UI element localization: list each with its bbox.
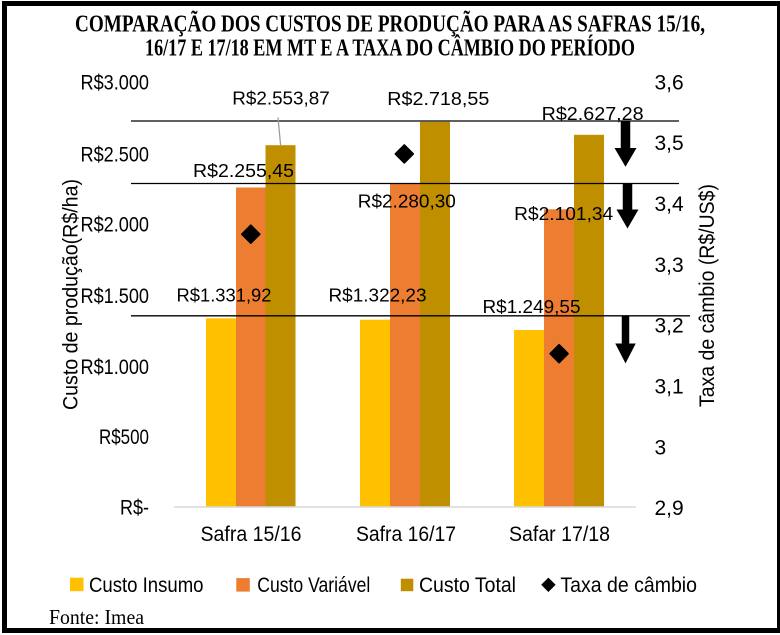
svg-text:Taxa de câmbio: Taxa de câmbio (560, 574, 697, 597)
svg-text:Safra 16/17: Safra 16/17 (356, 523, 456, 546)
svg-text:R$1.000: R$1.000 (81, 356, 150, 379)
svg-text:3,1: 3,1 (655, 376, 684, 399)
svg-text:R$2.255,45: R$2.255,45 (193, 160, 294, 181)
svg-text:R$500: R$500 (99, 426, 149, 449)
svg-text:Safra 15/16: Safra 15/16 (201, 523, 302, 546)
svg-text:3,3: 3,3 (655, 254, 684, 277)
svg-text:Fonte: Imea: Fonte: Imea (49, 605, 144, 629)
svg-text:R$1.500: R$1.500 (81, 285, 150, 308)
svg-text:COMPARAÇÃO DOS CUSTOS DE PRODU: COMPARAÇÃO DOS CUSTOS DE PRODUÇÃO PARA A… (75, 12, 705, 38)
svg-text:R$2.101,34: R$2.101,34 (514, 203, 613, 224)
svg-text:Custo Insumo: Custo Insumo (89, 574, 204, 597)
svg-text:Safar 17/18: Safar 17/18 (509, 523, 610, 546)
svg-text:16/17 E 17/18 EM MT E A TAXA D: 16/17 E 17/18 EM MT E A TAXA DO CÂMBIO D… (145, 35, 635, 62)
svg-text:R$-: R$- (120, 496, 149, 519)
svg-text:3,5: 3,5 (655, 132, 684, 155)
svg-text:R$1.322,23: R$1.322,23 (329, 285, 427, 306)
svg-text:R$2.280,30: R$2.280,30 (358, 191, 456, 212)
svg-text:2,9: 2,9 (655, 497, 684, 520)
svg-text:R$2.553,87: R$2.553,87 (232, 88, 330, 109)
svg-text:3,2: 3,2 (655, 315, 684, 338)
svg-text:R$2.000: R$2.000 (81, 214, 150, 237)
svg-text:R$1.249,55: R$1.249,55 (483, 296, 581, 317)
svg-text:R$1.331,92: R$1.331,92 (177, 285, 272, 306)
svg-text:R$2.500: R$2.500 (81, 143, 150, 166)
svg-text:Custo Total: Custo Total (419, 574, 516, 597)
svg-text:R$2.627,28: R$2.627,28 (542, 103, 644, 124)
svg-text:3,6: 3,6 (655, 71, 684, 94)
svg-text:3: 3 (655, 436, 667, 459)
svg-text:Custo Variável: Custo Variável (257, 574, 370, 597)
svg-text:Taxa de câmbio (R$/US$): Taxa de câmbio (R$/US$) (696, 184, 719, 407)
svg-text:Custo de produção(R$/ha): Custo de produção(R$/ha) (60, 179, 83, 410)
svg-text:3,4: 3,4 (655, 193, 685, 216)
svg-text:R$2.718,55: R$2.718,55 (387, 88, 489, 109)
svg-text:R$3.000: R$3.000 (81, 72, 150, 95)
